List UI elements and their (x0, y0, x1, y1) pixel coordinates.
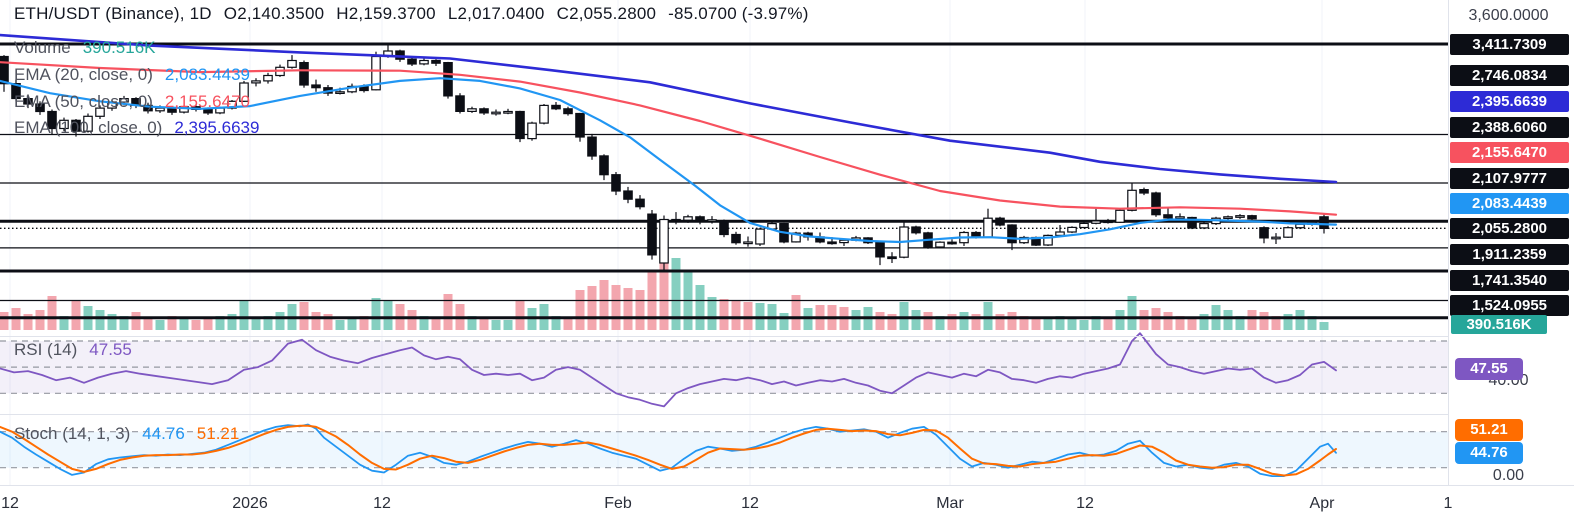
price-level-badge: 2,746.0834 (1450, 64, 1569, 86)
price-level-badge: 2,107.9777 (1450, 167, 1569, 189)
price-level-badge: 1,524.0955 (1450, 294, 1569, 316)
time-axis-label: 12 (741, 495, 759, 512)
price-axis[interactable]: 3,600.0000 40.00 3,411.7309 2,746.0834 2,395… (1448, 0, 1574, 526)
time-axis-label: 12 (373, 495, 391, 512)
price-level-badge: 1,741.3540 (1450, 269, 1569, 291)
price-axis-tick: 3,600.0000 (1468, 7, 1549, 24)
time-axis[interactable]: 12 2026 12 Feb 12 Mar 12 Apr 1 (0, 485, 1574, 526)
price-level-badge: 2,395.6639 (1450, 90, 1569, 112)
price-level-badge: 2,388.6060 (1450, 116, 1569, 138)
time-axis-label: Feb (604, 495, 632, 512)
price-level-badge: 1,911.2359 (1450, 243, 1569, 265)
time-axis-label: Apr (1309, 495, 1335, 512)
price-level-badge: 3,411.7309 (1450, 33, 1569, 55)
price-level-badge: 2,083.4439 (1450, 192, 1569, 214)
price-level-badge: 2,055.2800 (1450, 217, 1569, 239)
time-axis-label: 1 (1443, 495, 1453, 512)
price-level-badge: 2,155.6470 (1450, 141, 1569, 163)
stoch-d-value-badge: 51.21 (1455, 419, 1523, 441)
time-axis-label: 2026 (232, 495, 268, 512)
time-axis-label: 12 (1, 495, 19, 512)
volume-value-badge: 390.516K (1451, 315, 1547, 334)
stoch-zero-tick: 0.00 (1492, 467, 1525, 484)
rsi-value-badge: 47.55 (1455, 358, 1523, 380)
time-axis-label: 12 (1076, 495, 1094, 512)
time-axis-label: Mar (936, 495, 964, 512)
stoch-k-value-badge: 44.76 (1455, 442, 1523, 464)
